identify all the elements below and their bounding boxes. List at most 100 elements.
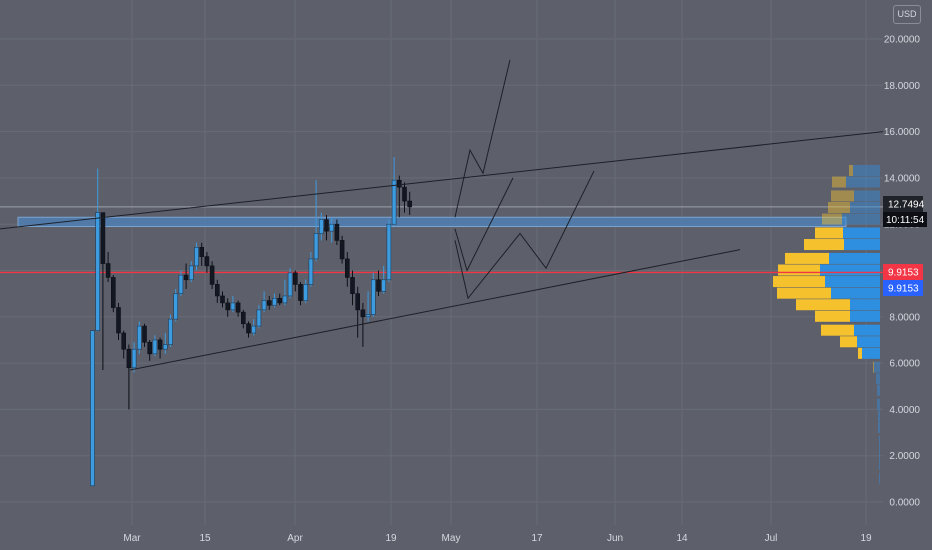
candle [370,279,376,315]
candle [298,284,303,301]
candle [189,265,194,281]
y-tick-label: 4.0000 [889,405,920,416]
volume-bar-down [854,324,880,336]
candle [173,293,178,320]
currency-button[interactable]: USD [893,5,921,24]
volume-bar-down [862,347,880,359]
blue-line-price-tag: 9.9153 [883,280,923,296]
volume-bar-down [879,435,880,447]
candle [157,339,163,350]
candle [163,344,168,350]
candle [282,295,288,304]
volume-bar-up [804,239,844,251]
y-tick-label: 6.0000 [889,359,920,370]
candle [272,297,277,306]
blue-line-price-tag-label: 9.9153 [888,284,919,295]
candle [152,339,158,355]
volume-bar-down [831,287,880,299]
candle [277,297,283,304]
x-tick-label: 19 [385,533,397,544]
candle [137,325,142,350]
candle [126,348,132,369]
candle [90,330,95,487]
volume-bar-down [850,310,880,322]
candle [261,300,267,311]
volume-bar-up [832,176,846,188]
candle [215,284,220,297]
last-price-tag: 12.7494 [883,196,925,212]
volume-bar-down [844,239,880,251]
x-tick-label: 14 [676,533,688,544]
x-tick-label: Mar [123,533,141,544]
volume-profile [773,164,880,484]
volume-bar-up [849,164,853,176]
volume-bar-down [854,190,880,202]
candle [381,279,387,292]
candle [251,325,256,334]
y-tick-label: 2.0000 [889,451,920,462]
support-zone [17,216,847,228]
candle [376,279,381,292]
candle [303,284,309,301]
volume-bar-down [820,264,880,276]
countdown-tag: 10:11:54 [883,212,927,227]
candle [407,200,413,208]
volume-bar-down [879,458,880,470]
candle [230,302,236,311]
lower-trendline [129,249,741,371]
upper-trendline [0,131,884,230]
candle [111,277,116,308]
volume-bar-down [878,410,880,422]
volume-bar-up [873,361,874,373]
volume-bar-down [850,201,880,213]
candle [209,265,215,285]
volume-bar-up [831,190,854,202]
volume-bar-down [825,276,880,288]
x-tick-label: Jul [765,533,778,544]
candle [402,186,407,202]
candles [90,157,413,487]
drawings [0,59,884,371]
x-tick-label: 19 [860,533,872,544]
candle [95,212,100,331]
y-tick-label: 14.0000 [884,173,921,184]
candle [235,302,241,313]
projection-path-2 [454,177,514,272]
candle [339,240,345,260]
candle [360,309,366,318]
candle [116,307,121,334]
candle [350,277,355,294]
projection-path-3 [454,170,595,300]
countdown-box [883,212,927,227]
candle [241,311,246,325]
volume-bar-up [821,324,854,336]
x-tick-label: 15 [199,533,211,544]
volume-bar-down [850,299,880,311]
candle [287,272,293,297]
x-tick-label: 17 [531,533,543,544]
candle [168,318,173,345]
candle [313,233,319,260]
volume-bar-down [877,398,880,410]
candle [329,223,335,232]
volume-bar-up [777,287,831,299]
candle [324,219,329,232]
volume-bar-down [879,472,880,484]
volume-bar-down [843,227,880,239]
candle [183,274,189,281]
blue-line-price-tag-box [883,280,923,296]
y-tick-label: 16.0000 [884,127,921,138]
candle [225,302,230,311]
candle [131,348,137,369]
volume-bar-up [815,310,850,322]
candle [292,272,298,285]
volume-bar-down [876,373,880,385]
candle [334,223,340,241]
volume-bar-down [879,447,880,459]
candle [308,258,314,285]
volume-bar-up [773,276,825,288]
last-price-tag-box [883,196,923,212]
y-tick-label: 8.0000 [889,312,920,323]
